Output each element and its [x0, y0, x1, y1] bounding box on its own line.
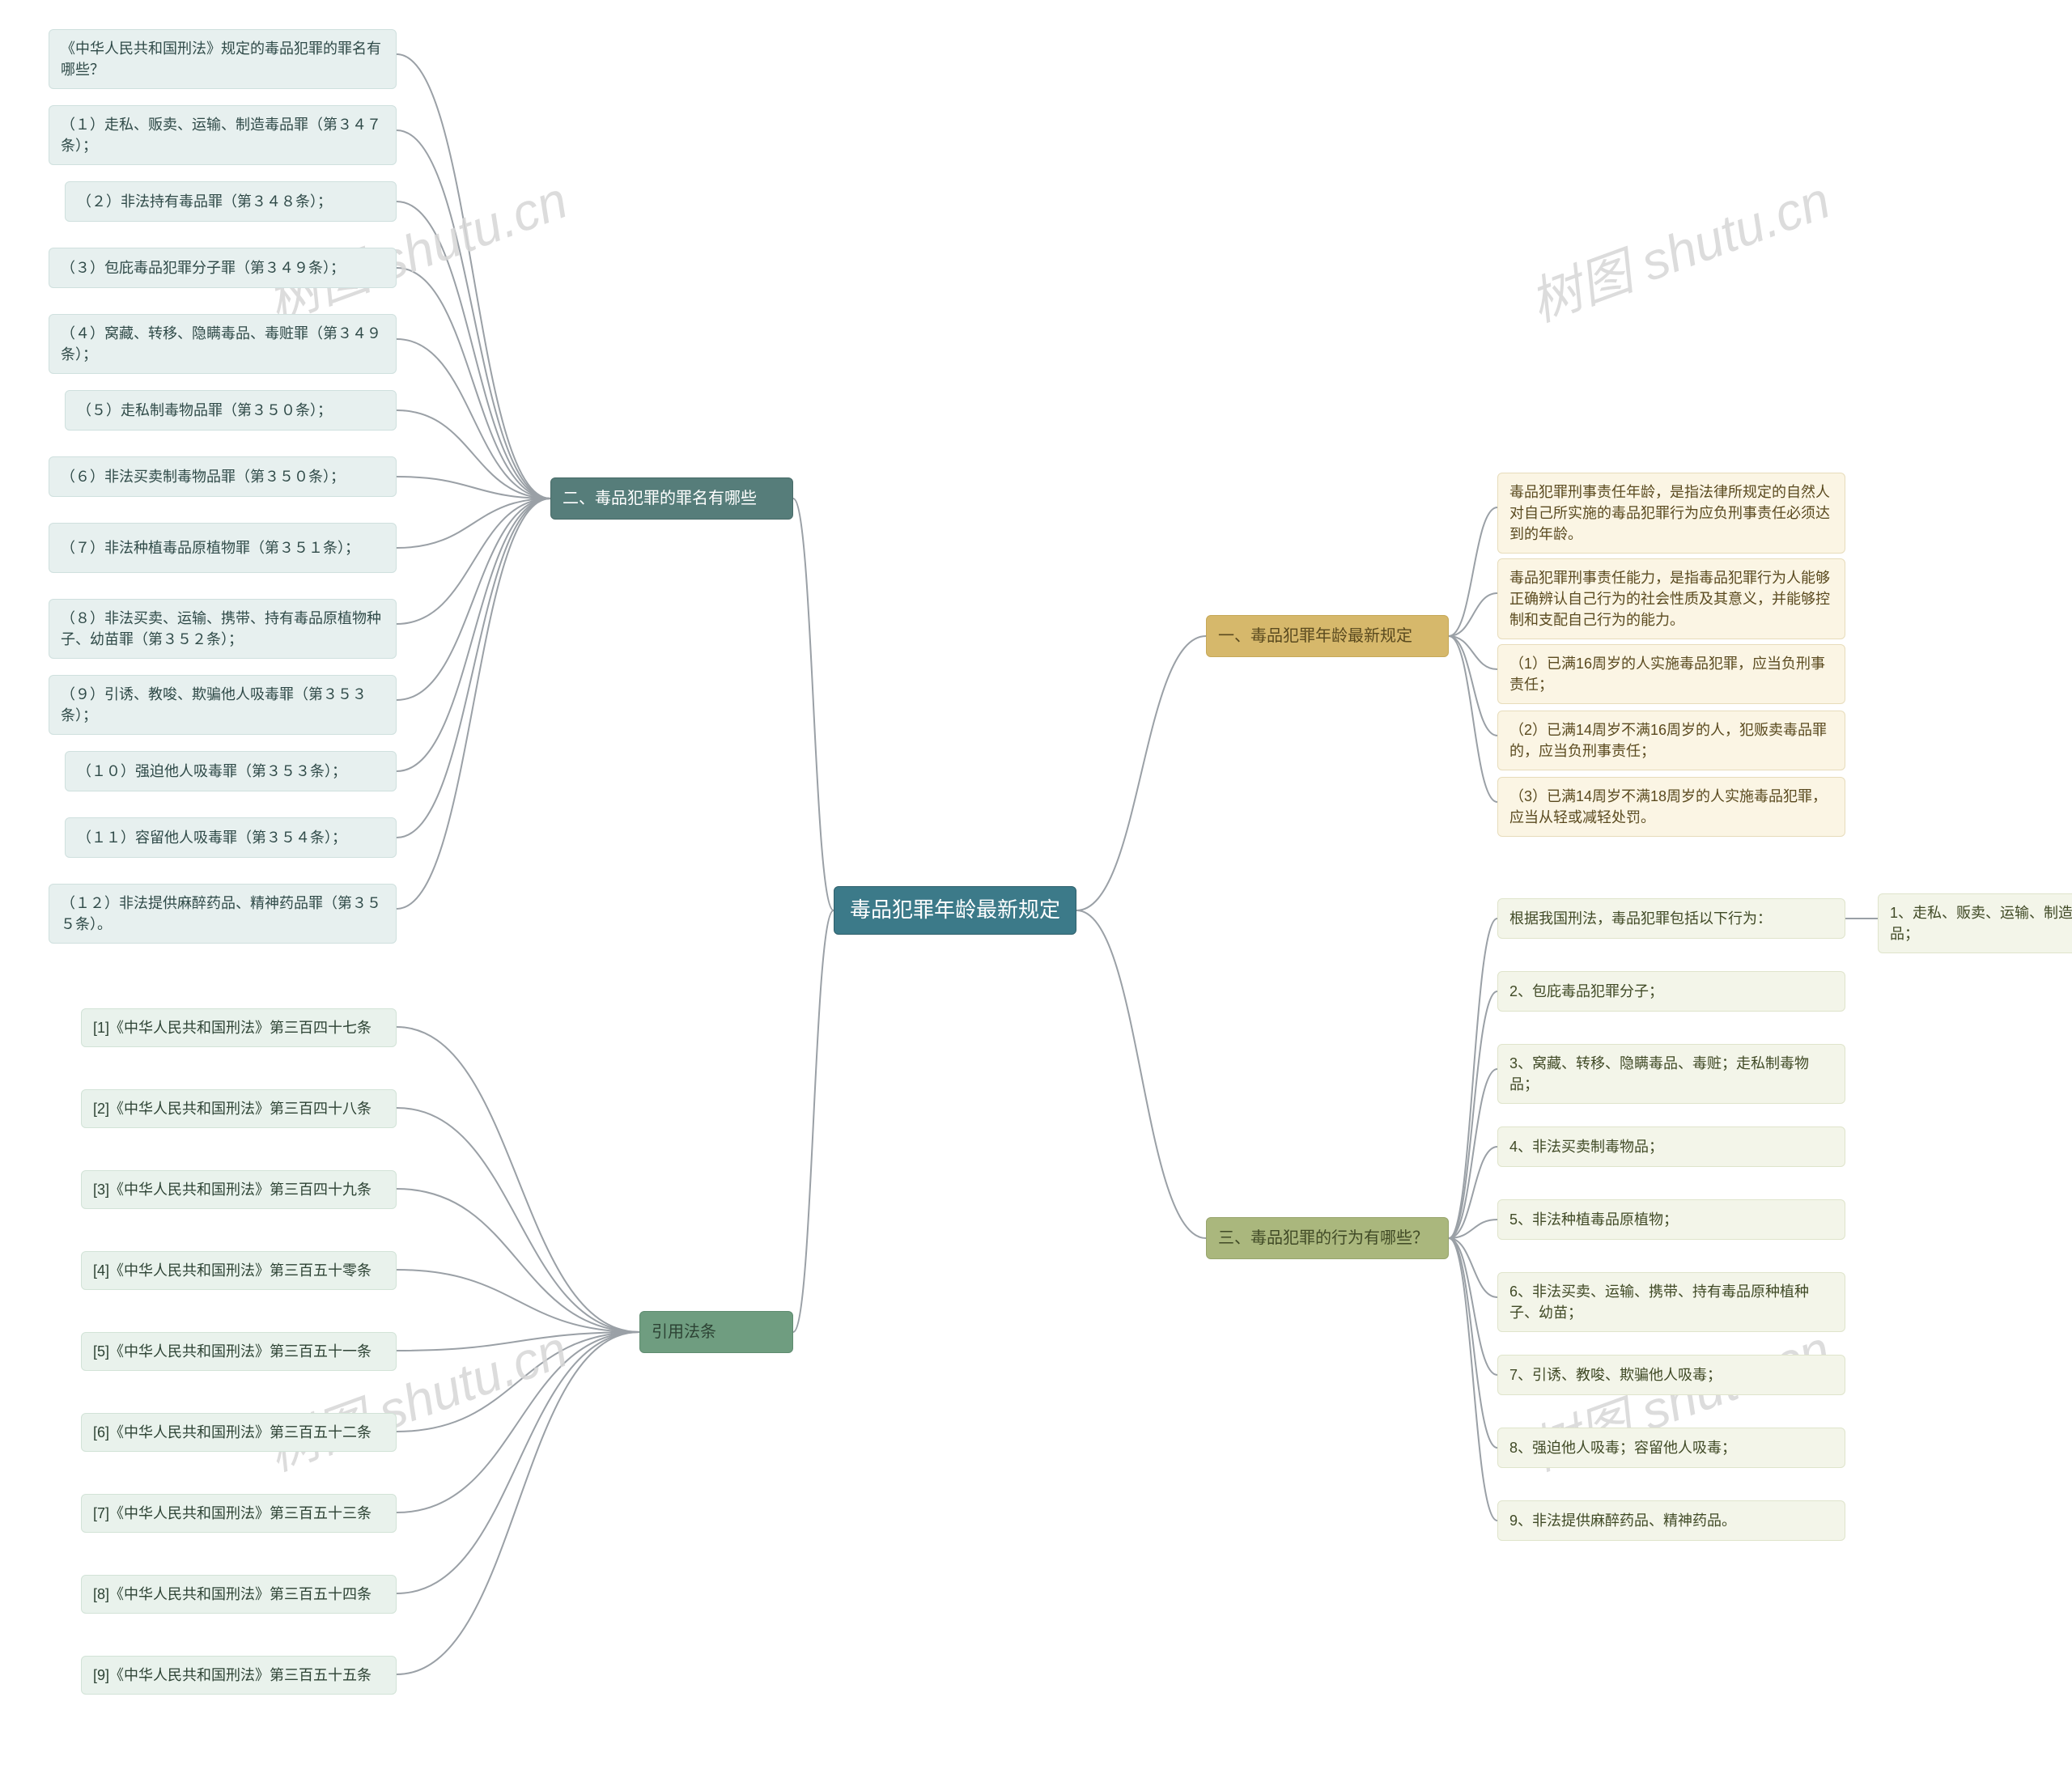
node-b3_0[interactable]: 根据我国刑法，毒品犯罪包括以下行为：: [1497, 898, 1845, 939]
edge: [397, 1332, 639, 1432]
edge: [1076, 910, 1206, 1238]
node-b3_0a[interactable]: 1、走私、贩卖、运输、制造毒品；非法持有毒品；: [1878, 893, 2072, 953]
node-b4_3[interactable]: [3]《中华人民共和国刑法》第三百四十九条: [81, 1170, 397, 1209]
node-b4_2[interactable]: [2]《中华人民共和国刑法》第三百四十八条: [81, 1089, 397, 1128]
edge: [397, 499, 550, 838]
node-b1_3[interactable]: （1）已满16周岁的人实施毒品犯罪，应当负刑事责任；: [1497, 644, 1845, 704]
node-b1_4[interactable]: （2）已满14周岁不满16周岁的人，犯贩卖毒品罪的，应当负刑事责任；: [1497, 711, 1845, 770]
node-b2_4[interactable]: （４）窝藏、转移、隐瞒毒品、毒赃罪（第３４９条）；: [49, 314, 397, 374]
edge: [1076, 636, 1206, 910]
node-b4_8[interactable]: [8]《中华人民共和国刑法》第三百五十四条: [81, 1575, 397, 1614]
node-b2_1[interactable]: （１）走私、贩卖、运输、制造毒品罪（第３４７条）；: [49, 105, 397, 165]
node-b1_1[interactable]: 毒品犯罪刑事责任年龄，是指法律所规定的自然人对自己所实施的毒品犯罪行为应负刑事责…: [1497, 473, 1845, 554]
node-root[interactable]: 毒品犯罪年龄最新规定: [834, 886, 1076, 935]
edge: [397, 1027, 639, 1332]
node-b3_2[interactable]: 2、包庇毒品犯罪分子；: [1497, 971, 1845, 1012]
node-b2_10[interactable]: （１０）强迫他人吸毒罪（第３５３条）；: [65, 751, 397, 791]
node-b3_5[interactable]: 5、非法种植毒品原植物；: [1497, 1199, 1845, 1240]
edge: [397, 1108, 639, 1332]
edge: [397, 499, 550, 771]
node-b2_5[interactable]: （５）走私制毒物品罪（第３５０条）；: [65, 390, 397, 431]
edge: [793, 910, 834, 1332]
edge: [1449, 1238, 1497, 1448]
edge: [1449, 636, 1497, 802]
edge: [397, 1332, 639, 1593]
edge: [397, 339, 550, 499]
edge: [397, 499, 550, 548]
edge: [397, 1332, 639, 1351]
node-b3[interactable]: 三、毒品犯罪的行为有哪些？: [1206, 1217, 1449, 1259]
node-b3_6[interactable]: 6、非法买卖、运输、携带、持有毒品原种植种子、幼苗；: [1497, 1272, 1845, 1332]
edge: [793, 499, 834, 910]
node-b4_5[interactable]: [5]《中华人民共和国刑法》第三百五十一条: [81, 1332, 397, 1371]
edge: [397, 1332, 639, 1674]
node-b2_6[interactable]: （６）非法买卖制毒物品罪（第３５０条）；: [49, 456, 397, 497]
edge: [397, 268, 550, 499]
edge: [1449, 1069, 1497, 1238]
node-b2_9[interactable]: （９）引诱、教唆、欺骗他人吸毒罪（第３５３条）；: [49, 675, 397, 735]
node-b4[interactable]: 引用法条: [639, 1311, 793, 1353]
edge: [1449, 1238, 1497, 1521]
edge: [1449, 636, 1497, 736]
node-b2_12[interactable]: （１２）非法提供麻醉药品、精神药品罪（第３５５条）。: [49, 884, 397, 944]
node-b1[interactable]: 一、毒品犯罪年龄最新规定: [1206, 615, 1449, 657]
edge: [397, 499, 550, 700]
node-b2_2[interactable]: （２）非法持有毒品罪（第３４８条）；: [65, 181, 397, 222]
mindmap-canvas: 树图 shutu.cn树图 shutu.cn树图 shutu.cn树图 shut…: [0, 0, 2072, 1765]
node-b2[interactable]: 二、毒品犯罪的罪名有哪些: [550, 477, 793, 520]
node-b1_2[interactable]: 毒品犯罪刑事责任能力，是指毒品犯罪行为人能够正确辨认自己行为的社会性质及其意义，…: [1497, 558, 1845, 639]
edge: [397, 1270, 639, 1332]
edge: [397, 1332, 639, 1513]
edge: [1449, 1238, 1497, 1375]
edge: [1449, 1238, 1497, 1297]
node-b2_8[interactable]: （８）非法买卖、运输、携带、持有毒品原植物种子、幼苗罪（第３５２条）；: [49, 599, 397, 659]
node-b2_7[interactable]: （７）非法种植毒品原植物罪（第３５１条）；: [49, 523, 397, 573]
node-b4_9[interactable]: [9]《中华人民共和国刑法》第三百五十五条: [81, 1656, 397, 1695]
node-b3_3[interactable]: 3、窝藏、转移、隐瞒毒品、毒赃；走私制毒物品；: [1497, 1044, 1845, 1104]
edge: [397, 499, 550, 624]
edge: [397, 410, 550, 499]
edge: [1449, 507, 1497, 636]
node-b3_9[interactable]: 9、非法提供麻醉药品、精神药品。: [1497, 1500, 1845, 1541]
node-b2_0[interactable]: 《中华人民共和国刑法》规定的毒品犯罪的罪名有哪些？: [49, 29, 397, 89]
edge: [1449, 1220, 1497, 1238]
edge: [1449, 1147, 1497, 1238]
watermark: 树图 shutu.cn: [1518, 159, 1839, 336]
node-b4_4[interactable]: [4]《中华人民共和国刑法》第三百五十零条: [81, 1251, 397, 1290]
edge: [397, 1189, 639, 1332]
node-b2_3[interactable]: （３）包庇毒品犯罪分子罪（第３４９条）；: [49, 248, 397, 288]
node-b4_1[interactable]: [1]《中华人民共和国刑法》第三百四十七条: [81, 1008, 397, 1047]
edge: [1449, 636, 1497, 669]
node-b1_5[interactable]: （3）已满14周岁不满18周岁的人实施毒品犯罪，应当从轻或减轻处罚。: [1497, 777, 1845, 837]
edge: [1449, 919, 1497, 1238]
node-b2_11[interactable]: （１１）容留他人吸毒罪（第３５４条）；: [65, 817, 397, 858]
node-b3_7[interactable]: 7、引诱、教唆、欺骗他人吸毒；: [1497, 1355, 1845, 1395]
edge: [1449, 593, 1497, 636]
node-b4_7[interactable]: [7]《中华人民共和国刑法》第三百五十三条: [81, 1494, 397, 1533]
edge: [397, 54, 550, 499]
node-b3_4[interactable]: 4、非法买卖制毒物品；: [1497, 1126, 1845, 1167]
edge: [1449, 991, 1497, 1238]
edge: [397, 130, 550, 499]
edge: [397, 499, 550, 909]
edge: [397, 202, 550, 499]
node-b4_6[interactable]: [6]《中华人民共和国刑法》第三百五十二条: [81, 1413, 397, 1452]
edge: [397, 477, 550, 499]
node-b3_8[interactable]: 8、强迫他人吸毒；容留他人吸毒；: [1497, 1428, 1845, 1468]
